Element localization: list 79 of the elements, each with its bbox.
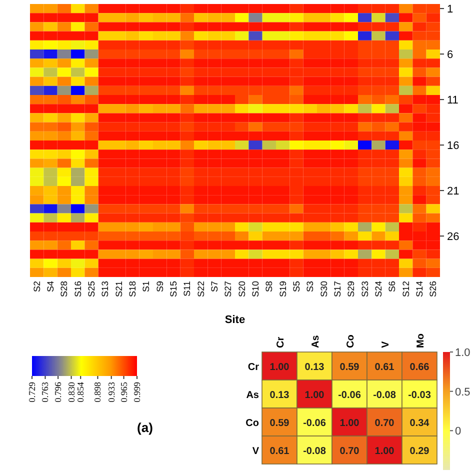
x-tick-label: S1 bbox=[141, 281, 152, 292]
data-label: -0.06 bbox=[303, 418, 326, 429]
data-label: 1.00 bbox=[270, 362, 290, 373]
y-tick-label: Co bbox=[246, 418, 259, 429]
x-tick-label: S25 bbox=[86, 281, 96, 298]
x-tick-label: Mo bbox=[416, 334, 426, 348]
x-tick-label: S17 bbox=[332, 281, 342, 298]
color-bar-label: 0.933 bbox=[106, 382, 116, 402]
color-bar-label: 0.5 bbox=[455, 386, 470, 398]
x-tick-label: S19 bbox=[278, 281, 288, 298]
y-tick-label: 6 bbox=[447, 49, 454, 62]
color-bar-label: 1.0 bbox=[455, 347, 470, 359]
color-bar-label: 0.796 bbox=[53, 382, 64, 402]
data-label: 0.70 bbox=[340, 446, 360, 457]
x-axis-title: Site bbox=[224, 314, 246, 326]
x-tick-label: S10 bbox=[250, 281, 260, 298]
data-label: 0.13 bbox=[270, 390, 290, 401]
color-bar-label: 0.999 bbox=[132, 382, 142, 402]
data-label: -0.06 bbox=[338, 390, 362, 401]
x-tick-label: S14 bbox=[414, 281, 424, 298]
x-tick-label: S8 bbox=[264, 281, 274, 292]
x-tick-label: Co bbox=[346, 334, 356, 348]
data-label: -0.03 bbox=[408, 390, 432, 401]
y-tick-label: 11 bbox=[447, 94, 458, 107]
x-tick-label: S4 bbox=[46, 281, 56, 292]
x-tick-label: S23 bbox=[360, 281, 370, 298]
data-label: 1.00 bbox=[340, 418, 360, 429]
color-bar-label: 0.729 bbox=[27, 382, 37, 402]
color-bar-label: 0.898 bbox=[92, 382, 103, 402]
x-tick-label: S6 bbox=[387, 281, 398, 292]
x-tick-label: S24 bbox=[374, 281, 384, 298]
data-label: 0.29 bbox=[410, 446, 430, 457]
data-label: 0.61 bbox=[270, 446, 290, 457]
color-bar-label: 0 bbox=[455, 426, 462, 438]
color-bar-label: 0.763 bbox=[40, 382, 50, 402]
x-tick-label: S5 bbox=[292, 281, 302, 292]
color-bar-label: 0.854 bbox=[76, 382, 86, 402]
x-tick-label: S2 bbox=[32, 281, 42, 292]
y-tick-label: 21 bbox=[447, 186, 460, 198]
data-label: -0.08 bbox=[303, 446, 326, 457]
data-label: 0.13 bbox=[304, 362, 325, 373]
x-tick-label: S22 bbox=[196, 281, 206, 298]
data-label: 0.59 bbox=[340, 362, 360, 373]
x-tick-label: S7 bbox=[210, 281, 220, 292]
x-tick-label: S26 bbox=[428, 281, 438, 298]
text: (a) bbox=[137, 420, 153, 435]
x-tick-label: S27 bbox=[223, 281, 234, 298]
x-tick-label: S3 bbox=[305, 281, 316, 292]
y-tick-label: As bbox=[246, 390, 260, 401]
x-tick-label: Cr bbox=[276, 336, 286, 348]
y-tick-label: 26 bbox=[447, 231, 460, 244]
data-label: -0.08 bbox=[373, 390, 396, 401]
x-tick-label: S29 bbox=[346, 281, 356, 298]
x-tick-label: S20 bbox=[236, 281, 247, 298]
x-tick-label: S11 bbox=[182, 281, 192, 296]
y-tick-label: Cr bbox=[248, 362, 260, 373]
x-tick-label: S13 bbox=[100, 281, 110, 298]
data-label: 0.34 bbox=[410, 418, 430, 429]
data-label: 0.70 bbox=[374, 418, 395, 429]
y-tick-label: V bbox=[252, 446, 260, 457]
x-tick-label: S21 bbox=[114, 281, 124, 298]
y-tick-label: 1 bbox=[447, 4, 454, 16]
color-bar-label: 0.830 bbox=[66, 382, 76, 402]
data-label: 0.61 bbox=[374, 362, 395, 373]
data-label: 1.00 bbox=[304, 390, 325, 401]
x-tick-label: S9 bbox=[154, 281, 165, 292]
x-tick-label: V bbox=[380, 341, 392, 348]
x-tick-label: As bbox=[310, 334, 322, 348]
x-tick-label: S30 bbox=[318, 281, 329, 298]
data-label: 0.59 bbox=[270, 418, 290, 429]
x-tick-label: S12 bbox=[400, 281, 411, 298]
data-label: 0.66 bbox=[410, 362, 430, 373]
x-tick-label: S18 bbox=[128, 281, 138, 298]
color-bar-label: 0.965 bbox=[118, 382, 129, 402]
x-tick-label: S28 bbox=[59, 281, 70, 298]
y-tick-label: 16 bbox=[447, 140, 460, 152]
data-label: 1.00 bbox=[374, 446, 395, 457]
x-tick-label: S15 bbox=[168, 281, 178, 298]
x-tick-label: S16 bbox=[72, 281, 83, 298]
